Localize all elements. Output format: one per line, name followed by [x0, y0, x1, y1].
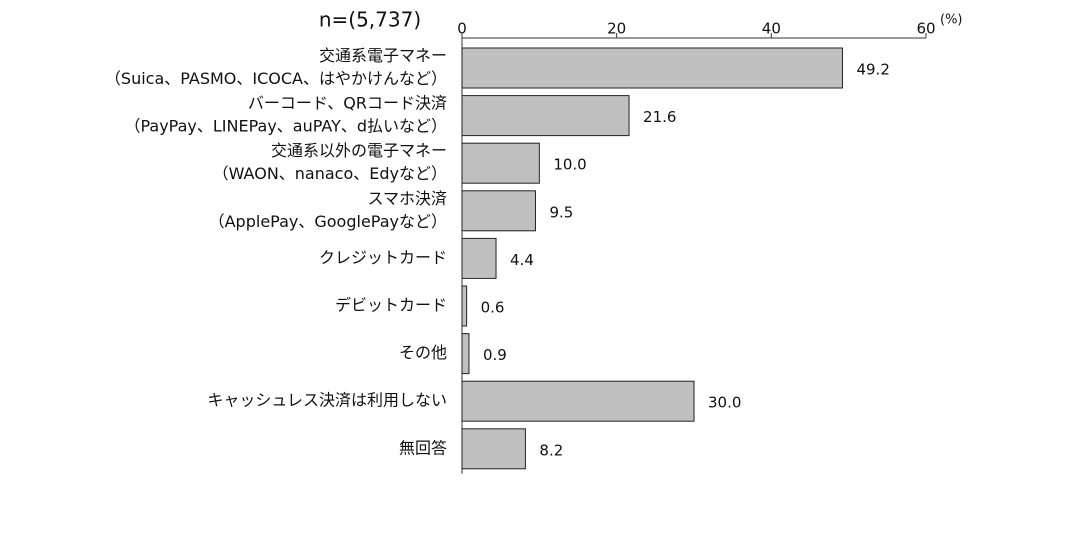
y-tick-label: 無回答 [399, 438, 447, 457]
x-tick-label: 60 [916, 20, 935, 38]
bar [461, 142, 540, 184]
value-label: 9.5 [549, 203, 573, 221]
x-tick-label: 20 [607, 20, 626, 38]
value-label: 10.0 [553, 156, 586, 174]
bar [461, 95, 630, 137]
value-label: 4.4 [510, 251, 534, 269]
value-label: 21.6 [643, 108, 676, 126]
value-label: 0.9 [483, 346, 507, 364]
y-tick-label: スマホ決済 [367, 189, 447, 208]
x-tick-label: 40 [762, 20, 781, 38]
y-tick-label: クレジットカード [319, 248, 447, 267]
value-label: 30.0 [708, 394, 741, 412]
bar [461, 428, 526, 470]
y-tick-label: （PayPay、LINEPay、auPAY、d払いなど） [124, 117, 447, 136]
y-tick-label: 交通系電子マネー [319, 46, 447, 65]
y-tick-label: （Suica、PASMO、ICOCA、はやかけんなど） [105, 69, 447, 88]
bar [461, 237, 497, 279]
value-label: 8.2 [539, 441, 563, 459]
y-tick-label: バーコード、QRコード決済 [248, 94, 447, 113]
unit-label: (%) [940, 13, 963, 28]
sample-size: n=(5,737) [319, 8, 421, 32]
y-tick-label: デビットカード [335, 296, 447, 315]
bar [461, 380, 695, 422]
y-tick-label: その他 [399, 343, 447, 362]
value-label: 49.2 [856, 61, 889, 79]
value-label: 0.6 [481, 299, 505, 317]
y-tick-label: （ApplePay、GooglePayなど） [209, 212, 447, 231]
bar [461, 190, 536, 232]
x-tick-label: 0 [457, 20, 467, 38]
bar [461, 333, 470, 375]
y-tick-label: キャッシュレス決済は利用しない [207, 391, 447, 410]
bar [461, 47, 843, 89]
bar [461, 285, 468, 327]
y-tick-label: 交通系以外の電子マネー [271, 141, 447, 160]
y-tick-label: （WAON、nanaco、Edyなど） [213, 164, 447, 183]
